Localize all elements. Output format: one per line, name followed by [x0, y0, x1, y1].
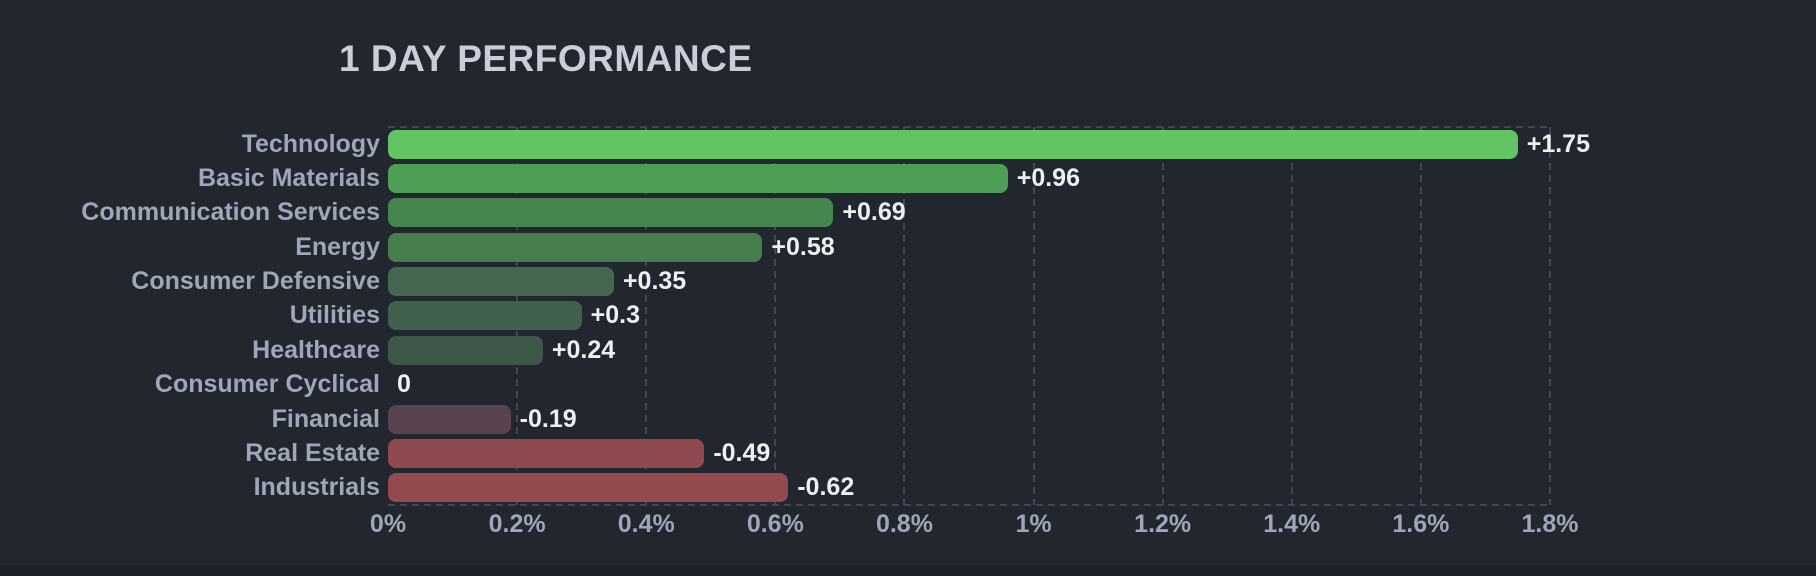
chart-row: +1.75: [388, 127, 1590, 161]
gridline: [774, 127, 777, 505]
x-tick-label: 1.6%: [1392, 510, 1450, 538]
sector-bar[interactable]: [388, 164, 1008, 194]
chart-row: +0.69: [388, 196, 1550, 230]
bar-value-label: +1.75: [1526, 129, 1590, 158]
category-label: Industrials: [253, 473, 380, 502]
plot-area: +1.75 +0.96 +0.69 +0.58 +0.35 +0.3 +0.24…: [388, 126, 1590, 506]
sector-bar[interactable]: [388, 198, 834, 228]
bar-value-label: -0.62: [797, 473, 855, 502]
bar-value-label: +0.24: [551, 335, 616, 364]
x-tick-label: 0%: [369, 510, 407, 538]
sector-bar[interactable]: [388, 335, 543, 365]
sector-bar[interactable]: [388, 301, 582, 331]
category-label: Healthcare: [252, 335, 380, 364]
sector-bar[interactable]: [388, 404, 511, 434]
gridline: [1032, 127, 1035, 505]
chart-row: +0.58: [388, 230, 1550, 264]
chart-row: +0.35: [388, 264, 1550, 298]
bars-layer: +1.75 +0.96 +0.69 +0.58 +0.35 +0.3 +0.24…: [388, 127, 1590, 505]
chart-title: 1 DAY PERFORMANCE: [339, 38, 753, 79]
plot-border-bottom: [388, 504, 1550, 506]
category-label: Basic Materials: [197, 164, 380, 193]
x-tick-label: 0.6%: [746, 510, 804, 538]
category-label: Energy: [295, 232, 380, 261]
plot-border-right: [1549, 127, 1551, 505]
bar-value-label: +0.58: [771, 232, 835, 261]
gridline: [903, 127, 906, 505]
gridline: [645, 127, 648, 505]
chart-row: -0.49: [388, 436, 1550, 470]
gridline: [1161, 127, 1164, 505]
sector-bar[interactable]: [388, 438, 705, 468]
chart-row: +0.3: [388, 299, 1550, 333]
x-tick-label: 1.8%: [1521, 510, 1579, 538]
bar-value-label: -0.19: [519, 404, 577, 433]
bar-value-label: +0.96: [1016, 164, 1080, 193]
chart-row: 0: [388, 368, 1550, 402]
gridline: [1290, 127, 1293, 505]
category-label: Consumer Defensive: [131, 267, 380, 296]
bar-value-label: +0.35: [622, 267, 687, 296]
bar-value-label: -0.49: [713, 438, 771, 467]
category-label: Real Estate: [245, 438, 380, 467]
category-label: Financial: [271, 404, 380, 433]
chart-row: -0.62: [388, 471, 1550, 505]
chart-row: -0.19: [388, 402, 1550, 436]
category-labels-column: Technology Basic Materials Communication S…: [0, 127, 380, 505]
bottom-panel-edge: [0, 565, 1816, 576]
x-tick-label: 1.2%: [1134, 510, 1192, 538]
category-label: Consumer Cyclical: [154, 370, 380, 399]
x-tick-label: 0.2%: [488, 510, 546, 538]
sector-bar[interactable]: [388, 232, 763, 262]
sector-bar[interactable]: [388, 129, 1518, 159]
sector-bar[interactable]: [388, 473, 789, 503]
category-label: Technology: [241, 129, 380, 158]
category-label: Utilities: [289, 301, 380, 330]
x-tick-label: 0.4%: [617, 510, 675, 538]
plot-border-top: [388, 126, 1550, 128]
category-label: Communication Services: [81, 198, 380, 227]
x-tick-label: 1%: [1015, 510, 1052, 538]
gridline: [1419, 127, 1422, 505]
chart-row: +0.24: [388, 333, 1550, 367]
x-tick-label: 0.8%: [875, 510, 933, 538]
x-tick-label: 1.4%: [1263, 510, 1321, 538]
chart-row: +0.96: [388, 161, 1550, 195]
sector-bar[interactable]: [388, 267, 614, 297]
bar-value-label: 0: [397, 370, 411, 399]
bar-value-label: +0.69: [842, 198, 906, 227]
x-axis: 0% 0.2% 0.4% 0.6% 0.8% 1% 1.2% 1.4% 1.6% 1.8%: [370, 509, 1579, 545]
bar-value-label: +0.3: [590, 301, 641, 330]
